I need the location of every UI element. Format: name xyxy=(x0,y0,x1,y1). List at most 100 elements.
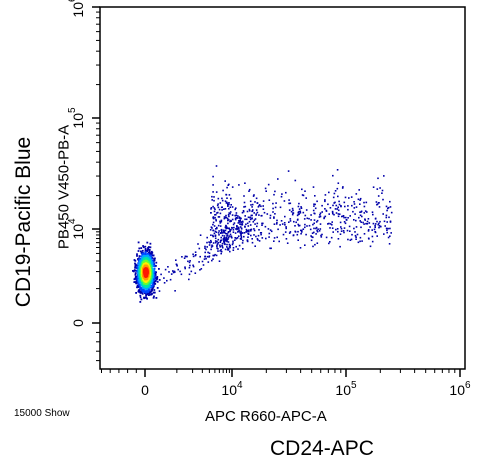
data-point xyxy=(189,264,191,267)
data-point xyxy=(338,200,340,203)
data-point xyxy=(180,273,183,276)
data-point xyxy=(210,234,212,236)
data-point xyxy=(252,221,255,223)
data-point xyxy=(148,293,151,295)
data-point xyxy=(280,195,283,198)
data-point xyxy=(147,246,150,248)
data-point xyxy=(223,208,225,210)
data-point xyxy=(223,235,226,237)
data-point xyxy=(353,227,355,230)
data-point xyxy=(336,187,339,190)
data-point xyxy=(355,219,357,222)
data-point xyxy=(390,211,393,214)
data-point xyxy=(304,223,306,226)
data-point xyxy=(136,253,138,256)
data-point xyxy=(215,218,217,221)
data-point xyxy=(227,222,229,225)
data-point xyxy=(374,231,377,234)
data-point xyxy=(324,199,326,201)
data-point xyxy=(139,258,142,261)
data-point xyxy=(378,222,380,225)
data-point xyxy=(386,209,388,212)
data-point xyxy=(234,218,237,221)
data-point xyxy=(215,213,217,216)
data-point xyxy=(146,241,149,244)
data-point xyxy=(299,212,302,214)
data-point xyxy=(324,194,327,196)
data-point xyxy=(347,238,349,241)
data-point xyxy=(206,236,208,239)
data-point xyxy=(289,220,292,222)
data-point xyxy=(273,223,276,225)
data-point xyxy=(377,177,379,180)
data-point xyxy=(227,236,230,239)
data-point xyxy=(251,238,253,240)
data-point xyxy=(160,273,162,276)
data-point xyxy=(153,289,156,291)
data-point xyxy=(139,294,142,297)
data-point xyxy=(221,242,224,245)
data-point xyxy=(374,226,376,229)
data-point xyxy=(353,203,356,205)
data-point xyxy=(216,226,218,229)
data-point xyxy=(335,204,338,207)
data-point xyxy=(135,292,137,294)
data-point xyxy=(153,295,155,298)
data-point xyxy=(229,229,231,231)
data-point xyxy=(382,213,384,215)
data-point xyxy=(361,215,363,218)
data-point xyxy=(315,233,317,235)
data-point xyxy=(262,205,264,207)
data-point xyxy=(138,247,141,250)
data-point xyxy=(148,290,151,293)
data-point xyxy=(267,228,270,230)
data-point xyxy=(238,244,241,247)
data-point xyxy=(167,266,169,268)
data-point xyxy=(366,211,368,213)
data-point xyxy=(300,232,302,235)
data-point xyxy=(149,252,151,255)
data-point xyxy=(311,232,314,234)
data-point xyxy=(188,278,190,281)
data-point xyxy=(344,222,347,225)
data-point xyxy=(262,222,264,225)
data-point xyxy=(340,226,342,228)
data-point xyxy=(372,213,374,216)
data-point xyxy=(223,240,226,242)
data-point xyxy=(254,218,257,220)
data-point xyxy=(254,201,256,203)
data-point xyxy=(217,206,220,209)
data-point xyxy=(228,227,230,230)
data-point xyxy=(241,211,244,214)
data-point xyxy=(220,236,222,239)
data-point xyxy=(329,207,332,209)
data-point xyxy=(278,240,280,243)
data-point xyxy=(228,207,230,210)
data-point xyxy=(135,277,137,280)
data-point xyxy=(229,233,232,236)
data-point xyxy=(301,229,303,232)
data-point xyxy=(275,202,277,204)
data-point xyxy=(227,205,229,207)
data-point xyxy=(227,238,229,240)
y-tick-label: 104 xyxy=(67,218,86,240)
data-point xyxy=(221,244,223,247)
data-point xyxy=(321,211,323,213)
data-point xyxy=(218,260,221,262)
data-point xyxy=(221,230,223,233)
data-point xyxy=(340,230,343,232)
data-point xyxy=(136,255,138,257)
data-point xyxy=(375,201,378,203)
data-point xyxy=(240,236,243,239)
data-point xyxy=(238,217,240,219)
data-point xyxy=(364,210,367,212)
data-point xyxy=(387,207,389,210)
data-point xyxy=(237,222,240,224)
data-point xyxy=(216,204,219,207)
data-point xyxy=(148,249,151,252)
data-point xyxy=(359,211,361,213)
data-point xyxy=(226,233,229,235)
data-point xyxy=(158,279,161,281)
data-point xyxy=(294,230,296,233)
data-point xyxy=(145,288,147,290)
